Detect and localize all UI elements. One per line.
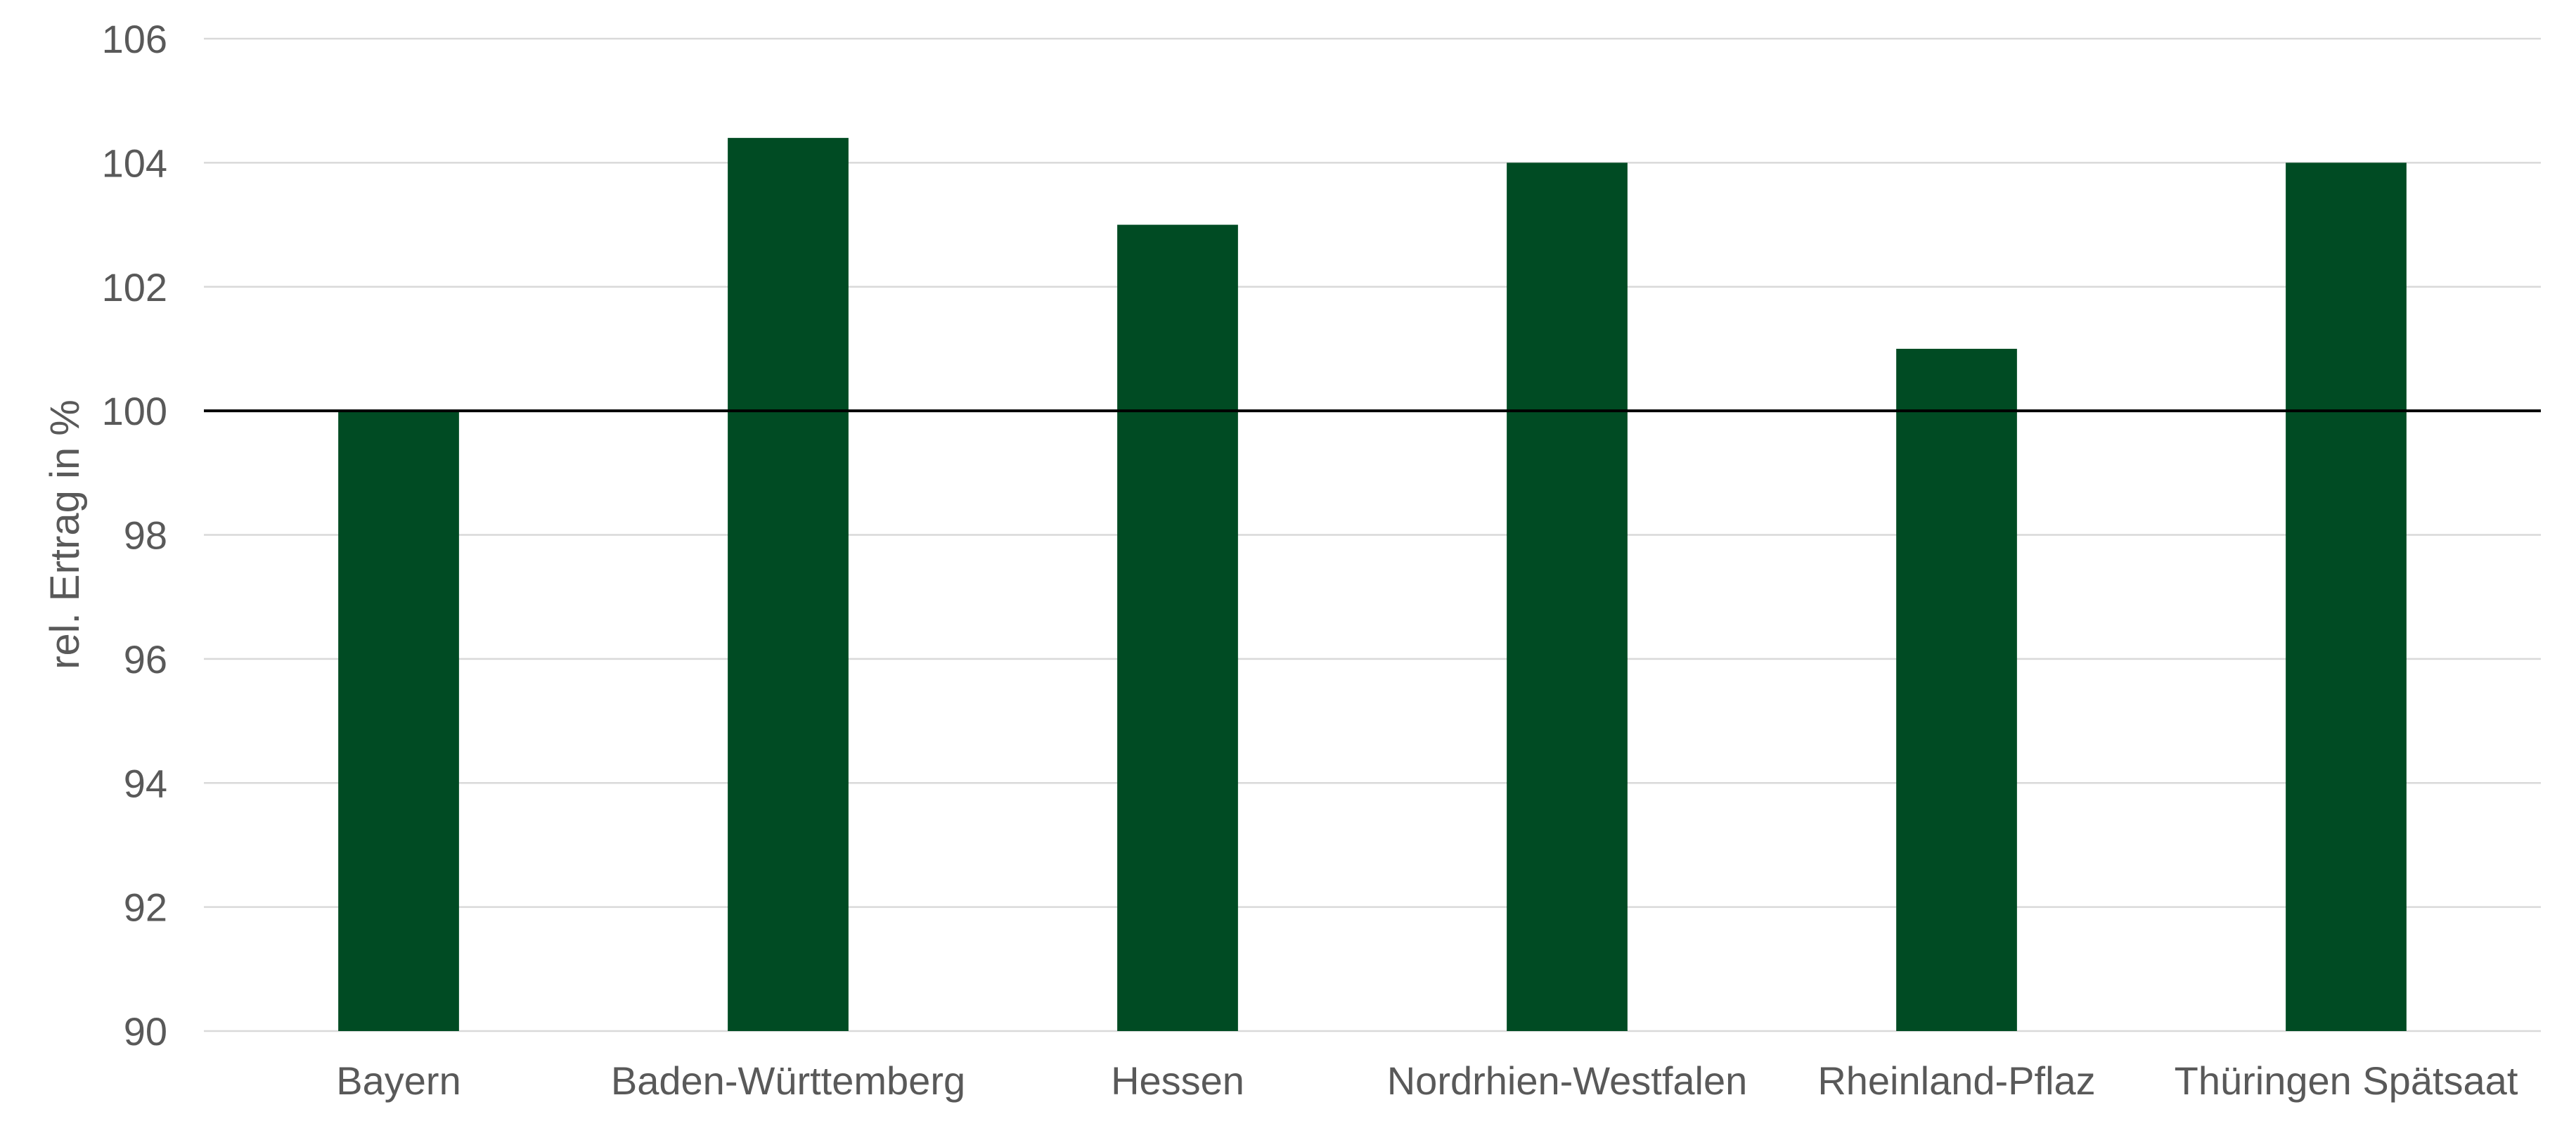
gridlines bbox=[204, 37, 2541, 1032]
bar bbox=[728, 138, 849, 1032]
y-tick-label: 90 bbox=[124, 1009, 167, 1054]
x-category-label: Hessen bbox=[1111, 1058, 1244, 1103]
y-tick-label: 98 bbox=[124, 513, 167, 558]
y-axis-tick-labels: 90 92 94 96 98 100 102 104 106 bbox=[102, 17, 167, 1054]
x-category-label: Thüringen Spätsaat bbox=[2175, 1058, 2518, 1103]
y-tick-label: 102 bbox=[102, 265, 167, 309]
y-tick-label: 104 bbox=[102, 141, 167, 185]
bar bbox=[1896, 348, 2017, 1031]
x-axis-category-labels: Bayern Baden-Württemberg Hessen Nordrhien-W… bbox=[336, 1058, 2518, 1103]
bars bbox=[338, 138, 2407, 1032]
y-tick-label: 100 bbox=[102, 389, 167, 433]
bar bbox=[2286, 162, 2407, 1031]
y-tick-label: 94 bbox=[124, 761, 167, 805]
x-category-label: Rheinland-Pflaz bbox=[1817, 1058, 2095, 1103]
x-category-label: Baden-Württemberg bbox=[611, 1058, 965, 1103]
y-tick-label: 106 bbox=[102, 17, 167, 61]
y-axis-title: rel. Ertrag in % bbox=[42, 399, 88, 670]
bar bbox=[1507, 162, 1628, 1031]
y-tick-label: 96 bbox=[124, 637, 167, 682]
y-tick-label: 92 bbox=[124, 885, 167, 930]
x-category-label: Bayern bbox=[336, 1058, 461, 1103]
bar bbox=[338, 411, 459, 1031]
x-category-label: Nordrhien-Westfalen bbox=[1387, 1058, 1748, 1103]
bar bbox=[1117, 224, 1238, 1031]
